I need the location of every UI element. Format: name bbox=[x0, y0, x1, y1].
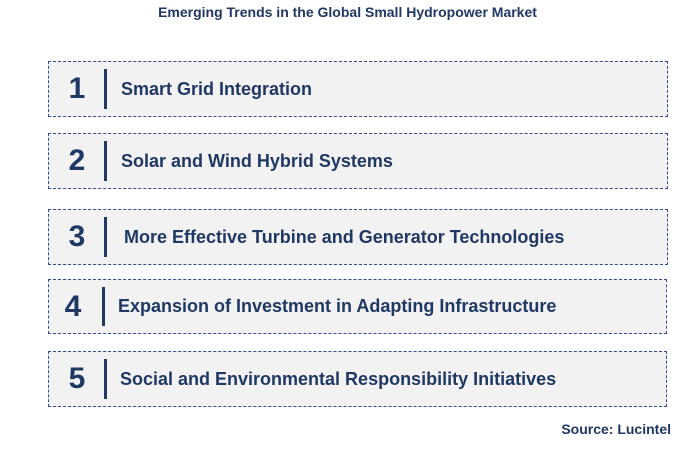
trend-row-3: 3 More Effective Turbine and Generator T… bbox=[48, 209, 668, 265]
trend-label-5: Social and Environmental Responsibility … bbox=[120, 368, 557, 389]
trend-number-2: 2 bbox=[68, 144, 86, 177]
trend-number-5: 5 bbox=[68, 362, 86, 395]
trend-row-2: 2 Solar and Wind Hybrid Systems bbox=[48, 133, 668, 189]
trend-label-3: More Effective Turbine and Generator Tec… bbox=[124, 226, 565, 247]
trend-divider-4 bbox=[102, 287, 105, 326]
trend-label-4: Expansion of Investment in Adapting Infr… bbox=[118, 296, 557, 316]
trend-label-1: Smart Grid Integration bbox=[121, 78, 313, 99]
trend-row-5: 5 Social and Environmental Responsibilit… bbox=[48, 351, 667, 407]
trend-row-4: 4 Expansion of Investment in Adapting In… bbox=[48, 279, 667, 334]
trend-divider-5 bbox=[104, 359, 107, 399]
trend-divider-1 bbox=[104, 69, 107, 109]
trend-number-1: 1 bbox=[68, 72, 86, 105]
trend-label-2: Solar and Wind Hybrid Systems bbox=[121, 150, 393, 171]
source-label: Source: Lucintel bbox=[561, 421, 671, 437]
trend-divider-3 bbox=[104, 217, 107, 257]
trend-divider-2 bbox=[104, 141, 107, 181]
trend-number-3: 3 bbox=[68, 220, 86, 253]
page-title: Emerging Trends in the Global Small Hydr… bbox=[158, 4, 537, 20]
trend-number-4: 4 bbox=[64, 289, 82, 323]
trend-row-1: 1 Smart Grid Integration bbox=[48, 61, 668, 117]
